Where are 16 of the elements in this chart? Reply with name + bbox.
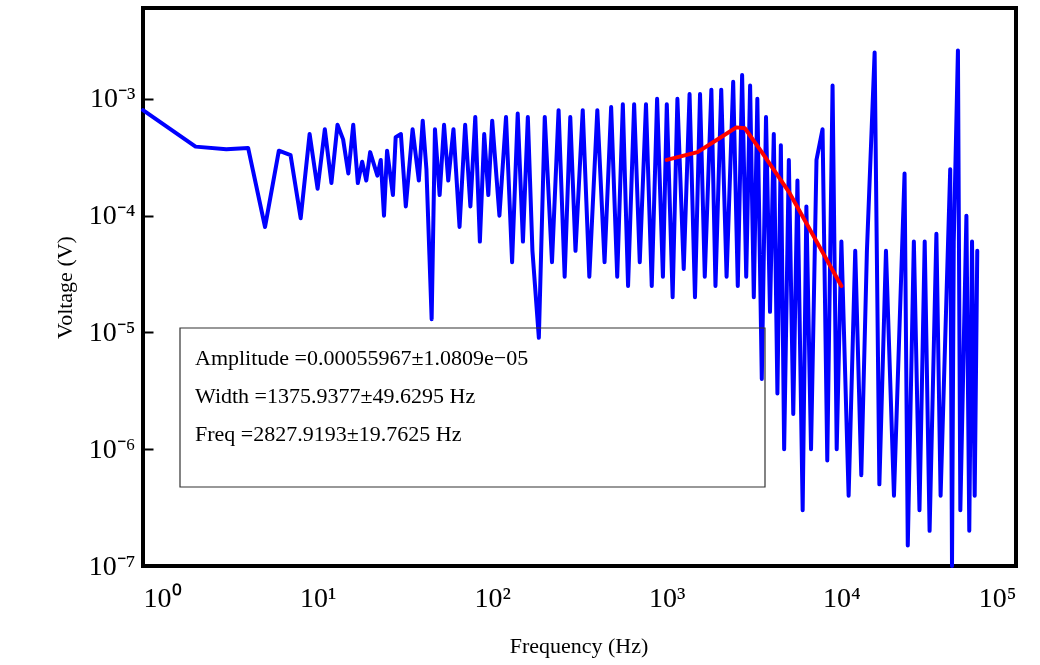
x-tick-label: 10⁴: [823, 581, 861, 613]
x-tick-label: 10³: [649, 581, 686, 613]
y-axis-title: Voltage (V): [51, 236, 77, 339]
annotation: Freq =2827.9193±19.7625 Hz: [195, 421, 462, 446]
y-tick-label: 10⁻⁶: [88, 432, 136, 464]
x-tick-label: 10¹: [299, 581, 337, 613]
y-tick-label: 10⁻⁵: [88, 315, 136, 347]
x-tick-label: 10²: [474, 581, 511, 613]
x-tick-label: 10⁰: [143, 581, 182, 613]
y-tick-label: 10⁻³: [90, 82, 136, 114]
x-axis-title: Frequency (Hz): [509, 633, 649, 658]
annotation: Amplitude =0.00055967±1.0809e−05: [195, 345, 529, 370]
y-tick-label: 10⁻⁷: [88, 549, 136, 581]
annotation: Width =1375.9377±49.6295 Hz: [195, 383, 476, 408]
y-tick-label: 10⁻⁴: [88, 199, 136, 231]
x-tick-label: 10⁵: [978, 581, 1017, 613]
